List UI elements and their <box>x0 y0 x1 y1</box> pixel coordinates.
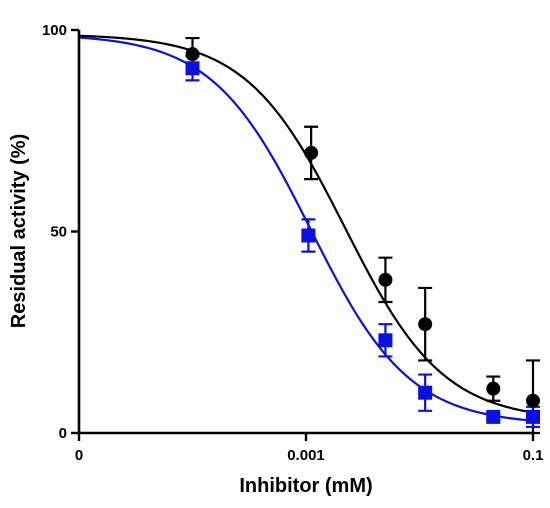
fit-curve-series-0 <box>78 34 534 414</box>
x-tick-label-0: 0 <box>75 447 83 464</box>
data-point-circle-s0-p5 <box>526 393 540 408</box>
y-tick-label-0: 0 <box>59 425 67 442</box>
data-point-square-s1-p1 <box>301 228 316 243</box>
data-point-circle-s0-p1 <box>304 145 319 160</box>
data-point-circle-s0-p2 <box>378 272 393 287</box>
data-points <box>185 47 540 424</box>
x-tick-label-2: 0.1 <box>523 447 544 464</box>
error-bars <box>185 36 540 435</box>
data-point-square-s1-p2 <box>378 333 393 348</box>
ticks: 0 0.001 0.1 0 50 100 <box>42 22 543 464</box>
data-point-square-s1-p3 <box>418 385 433 400</box>
y-tick-label-1: 50 <box>50 224 67 241</box>
data-point-circle-s0-p0 <box>185 47 200 62</box>
data-point-square-s1-p0 <box>185 61 200 76</box>
y-axis-label: Residual activity (%) <box>8 134 30 329</box>
data-point-square-s1-p5 <box>526 409 540 424</box>
data-point-circle-s0-p3 <box>418 317 433 332</box>
data-point-square-s1-p4 <box>486 409 501 424</box>
x-axis-label: Inhibitor (mM) <box>239 475 372 497</box>
x-tick-label-1: 0.001 <box>287 447 325 464</box>
data-point-circle-s0-p4 <box>486 381 501 396</box>
y-tick-label-2: 100 <box>42 22 67 39</box>
fit-curves <box>78 34 534 422</box>
